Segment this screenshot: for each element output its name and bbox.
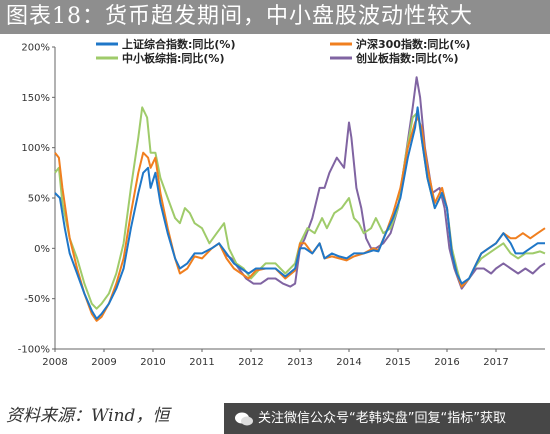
legend: 上证综合指数:同比(%) 沪深300指数:同比(%) 中小板综指:同比(%) 创业板指… xyxy=(96,37,470,65)
series-line-1 xyxy=(54,106,545,320)
series-lines xyxy=(54,76,546,322)
x-tick-label: 2008 xyxy=(42,357,67,368)
source-note: 资料来源：Wind，恒 xyxy=(6,406,170,426)
legend-label-2: 沪深300指数:同比(%) xyxy=(356,37,470,51)
y-tick-label: -50% xyxy=(24,294,50,305)
x-tick-label: 2010 xyxy=(140,357,165,368)
y-tick-label: 50% xyxy=(28,194,50,205)
wechat-watermark: 关注微信公众号“老韩实盘”回复“指标”获取 xyxy=(224,403,550,434)
legend-label-3: 中小板综指:同比(%) xyxy=(122,51,224,65)
wechat-icon xyxy=(235,412,253,425)
series-line-2 xyxy=(54,116,546,322)
figure-title: 图表18：货币超发期间，中小盘股波动性较大 xyxy=(0,0,550,34)
legend-label-1: 上证综合指数:同比(%) xyxy=(122,37,235,51)
series-line-3 xyxy=(54,106,546,310)
x-axis-ticks: 2008 2009 2010 2011 2012 2013 2014 2015 2016 2017 xyxy=(42,349,509,368)
x-tick-label: 2015 xyxy=(385,357,410,368)
series-line-4 xyxy=(223,76,546,290)
watermark-text: 关注微信公众号“老韩实盘”回复“指标”获取 xyxy=(258,411,506,426)
x-tick-label: 2014 xyxy=(336,357,361,368)
x-tick-label: 2012 xyxy=(238,357,263,368)
legend-label-4: 创业板指数:同比(%) xyxy=(355,51,458,65)
y-tick-label: 100% xyxy=(21,143,50,154)
y-axis-ticks: 200% 150% 100% 50% 0% -50% -100% xyxy=(18,43,55,356)
x-tick-label: 2011 xyxy=(189,357,214,368)
y-tick-label: -100% xyxy=(18,345,50,356)
y-tick-label: 0% xyxy=(34,244,50,255)
x-tick-label: 2016 xyxy=(434,357,459,368)
x-tick-label: 2009 xyxy=(91,357,116,368)
line-chart: 200%150%100%50%0%-50%-100% 2008 2009 2010 2… xyxy=(18,37,546,368)
x-tick-label: 2013 xyxy=(287,357,312,368)
y-tick-label: 200% xyxy=(21,43,50,54)
y-tick-label: 150% xyxy=(21,93,50,104)
x-tick-label: 2017 xyxy=(483,357,508,368)
